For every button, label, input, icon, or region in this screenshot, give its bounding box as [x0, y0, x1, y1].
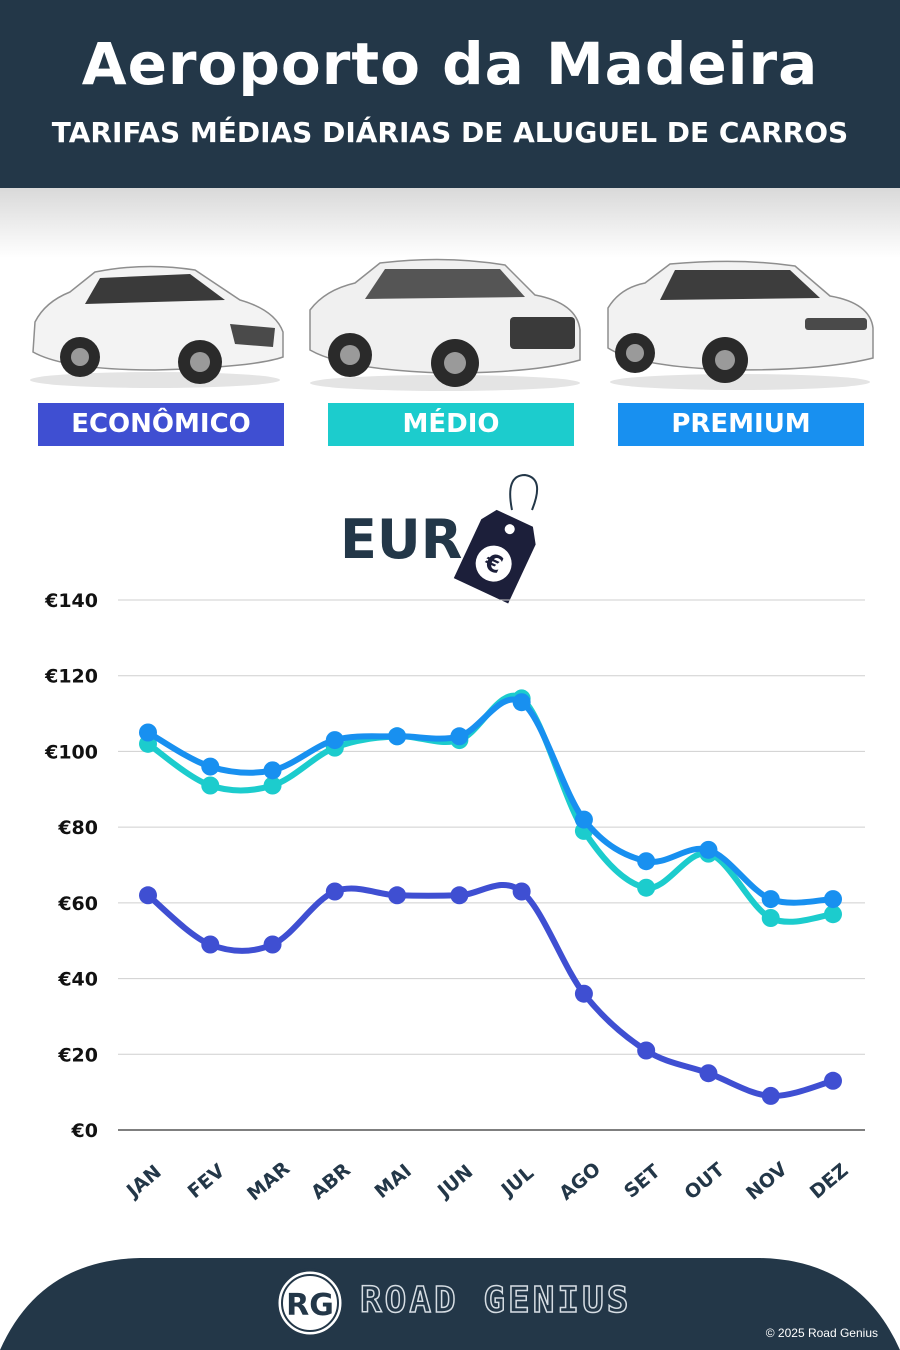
data-point — [761, 1086, 780, 1105]
data-point — [201, 776, 220, 795]
data-point — [512, 882, 531, 901]
data-point — [637, 1041, 656, 1060]
x-tick-label: FEV — [184, 1160, 230, 1203]
series-line-economy — [145, 882, 836, 1099]
x-tick-label: NOV — [742, 1158, 792, 1205]
x-tick-label: DEZ — [806, 1159, 853, 1203]
data-point — [450, 727, 469, 746]
category-label-economy: ECONÔMICO — [38, 403, 284, 446]
line-chart: €0 €20 €40 €60 €80 €100 €120 €140 JAN FEV MAR ABR MA… — [44, 590, 865, 1205]
y-tick-label: €0 — [71, 1120, 98, 1142]
y-tick-label: €60 — [57, 893, 98, 915]
data-point — [388, 727, 407, 746]
header-shadow — [0, 188, 900, 258]
x-tick-label: SET — [620, 1160, 665, 1202]
y-tick-label: €20 — [57, 1044, 98, 1066]
x-tick-label: MAR — [243, 1157, 294, 1205]
y-tick-label: €120 — [44, 666, 98, 688]
premium-car-image — [607, 260, 874, 390]
data-point — [201, 757, 220, 776]
data-point — [263, 776, 282, 795]
footer-band: RG — [0, 1258, 900, 1350]
data-point — [699, 840, 718, 859]
data-point — [761, 909, 780, 927]
page-title: Aeroporto da Madeira — [81, 30, 819, 98]
category-label-midsize: MÉDIO — [328, 403, 574, 446]
x-tick-label: JAN — [121, 1161, 166, 1203]
data-point — [263, 935, 282, 954]
currency-label: EUR — [340, 508, 463, 571]
data-point — [325, 731, 344, 750]
x-tick-label: ABR — [307, 1159, 355, 1204]
data-point — [824, 905, 842, 924]
data-point — [574, 810, 593, 829]
data-point — [824, 1071, 842, 1090]
x-tick-label: JUL — [496, 1162, 538, 1202]
x-tick-label: OUT — [680, 1159, 728, 1205]
y-tick-label: €100 — [44, 741, 98, 763]
y-tick-label: €40 — [57, 969, 98, 991]
midsize-car-image — [309, 258, 581, 391]
data-point — [512, 693, 531, 712]
data-point — [574, 984, 593, 1003]
data-point — [388, 886, 407, 905]
data-point — [263, 761, 282, 780]
data-point — [139, 886, 157, 905]
data-point — [637, 878, 656, 897]
data-point — [761, 890, 780, 909]
data-point — [139, 723, 157, 742]
data-point — [450, 886, 469, 905]
x-tick-label: MAI — [371, 1160, 416, 1203]
euro-price-tag-icon: € — [453, 473, 539, 604]
brand-name: ROAD GENIUS — [359, 1279, 632, 1322]
logo-mark: RG — [286, 1288, 334, 1323]
category-label-premium: PREMIUM — [618, 403, 864, 446]
data-point — [201, 935, 220, 954]
x-tick-label: JUN — [432, 1161, 477, 1204]
economy-car-image — [30, 265, 284, 388]
header-banner: Aeroporto da Madeira TARIFAS MÉDIAS DIÁR… — [0, 0, 900, 188]
y-tick-label: €80 — [57, 817, 98, 839]
copyright-text: © 2025 Road Genius — [765, 1326, 878, 1340]
data-point — [824, 890, 842, 909]
data-point — [637, 852, 656, 871]
page-subtitle: TARIFAS MÉDIAS DIÁRIAS DE ALUGUEL DE CAR… — [51, 116, 849, 149]
y-tick-label: €140 — [44, 590, 98, 612]
x-tick-label: AGO — [555, 1158, 605, 1205]
data-point — [325, 882, 344, 901]
data-point — [699, 1064, 718, 1083]
